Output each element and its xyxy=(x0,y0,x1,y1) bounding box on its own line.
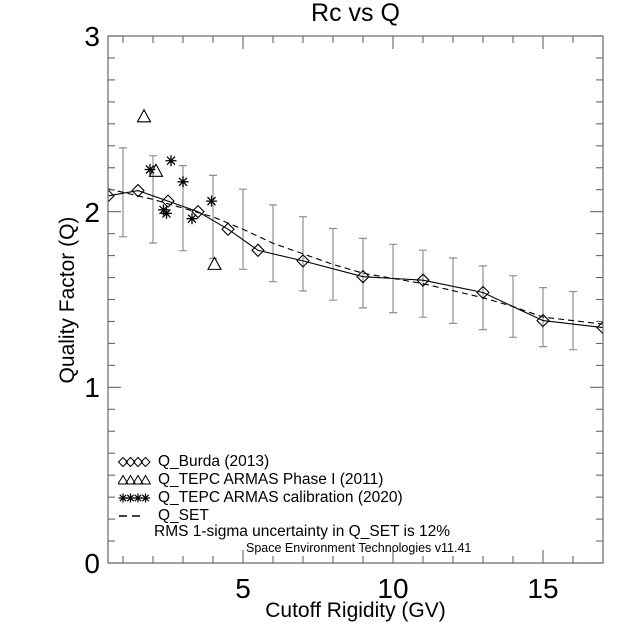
legend-item-q-burda: Q_Burda (2013) xyxy=(118,453,403,471)
dashed-line-icon xyxy=(119,515,140,517)
legend-item-q-tepc-calibration: Q_TEPC ARMAS calibration (2020) xyxy=(118,489,403,507)
x-tick-label: 15 xyxy=(527,573,559,604)
chart-title: Rc vs Q xyxy=(311,0,400,27)
legend-label: Q_TEPC ARMAS Phase I (2011) xyxy=(158,471,384,488)
y-tick-label: 3 xyxy=(84,21,100,52)
y-tick-label: 1 xyxy=(84,372,100,404)
x-tick-label: 5 xyxy=(235,573,251,604)
legend-label: Q_SET xyxy=(158,507,209,524)
legend-label: Q_Burda (2013) xyxy=(158,453,270,470)
y-tick-label: 2 xyxy=(84,196,100,228)
legend: Q_Burda (2013) Q_TEPC ARMAS Phase I (201… xyxy=(118,453,403,525)
legend-label: Q_TEPC ARMAS calibration (2020) xyxy=(158,489,403,506)
diamond-symbols-icon xyxy=(118,456,151,468)
legend-item-q-tepc-phase1: Q_TEPC ARMAS Phase I (2011) xyxy=(118,471,403,489)
credit-text: Space Environment Technologies v11.41 xyxy=(246,541,472,555)
asterisk-symbols-icon xyxy=(118,493,150,503)
y-axis-label: Quality Factor (Q) xyxy=(56,216,79,384)
legend-item-q-set: Q_SET xyxy=(118,507,403,525)
x-axis-label: Cutoff Rigidity (GV) xyxy=(265,599,446,622)
y-tick-label: 0 xyxy=(84,548,100,579)
uncertainty-note: RMS 1-sigma uncertainty in Q_SET is 12% xyxy=(154,523,451,540)
triangle-symbols-icon xyxy=(118,474,151,485)
x-tick-label: 10 xyxy=(377,573,409,604)
